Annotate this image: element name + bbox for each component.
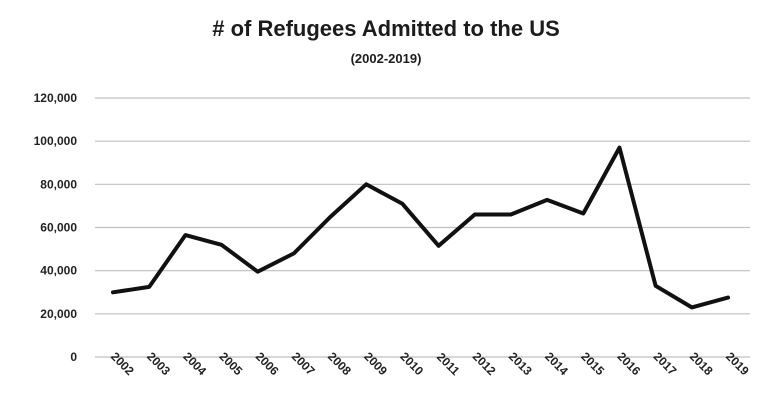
x-tick-label: 2007 [289,349,318,378]
x-tick-label: 2002 [108,349,137,378]
y-tick-label: 0 [70,350,77,364]
x-tick-label: 2009 [361,349,390,378]
series-layer [111,145,730,310]
x-tick-label: 2012 [470,349,499,378]
x-tick-label: 2011 [434,350,463,379]
x-tick-label: 2017 [651,349,680,378]
y-tick-label: 20,000 [40,307,77,321]
x-tick-label: 2006 [253,349,282,378]
x-tick-label: 2013 [506,349,535,378]
chart-title: # of Refugees Admitted to the US [212,16,560,41]
x-tick-label: 2016 [614,349,643,378]
x-axis-tick-labels: 2002 2003 2004 2005 2006 2007 2008 2009 2010 2011… [108,349,752,378]
y-axis-tick-labels: 0 20,000 40,000 60,000 80,000 100,000 120,000 [34,91,78,364]
x-tick-label: 2010 [397,349,426,378]
x-tick-label: 2019 [723,349,752,378]
series-line [111,145,730,310]
y-tick-label: 60,000 [40,221,77,235]
y-tick-label: 80,000 [40,177,77,191]
x-tick-label: 2018 [687,349,716,378]
x-tick-label: 2015 [578,349,607,378]
x-tick-label: 2014 [542,349,571,378]
x-tick-label: 2004 [180,349,209,378]
y-tick-label: 40,000 [40,264,77,278]
chart-subtitle: (2002-2019) [350,51,422,66]
x-tick-label: 2003 [144,349,173,378]
y-tick-label: 100,000 [34,134,78,148]
x-tick-label: 2008 [325,349,354,378]
y-tick-label: 120,000 [34,91,78,105]
x-tick-label: 2005 [217,349,246,378]
